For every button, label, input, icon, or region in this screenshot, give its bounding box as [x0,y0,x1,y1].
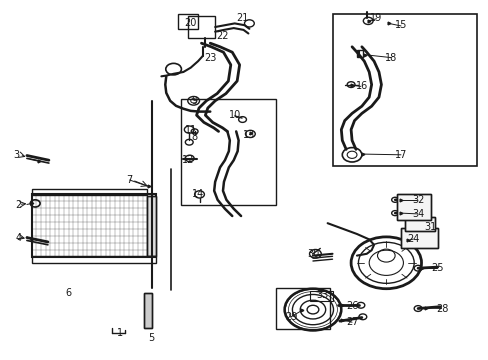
Text: 21: 21 [235,13,248,23]
Bar [404,217,434,231]
Bar [356,50,362,57]
Bar [32,189,146,195]
Bar [32,256,156,263]
Text: 24: 24 [406,234,419,244]
Bar [276,288,329,329]
Text: 5: 5 [148,333,154,343]
Text: 26: 26 [345,301,358,311]
Text: 23: 23 [203,53,216,63]
Bar [181,99,276,205]
Text: 1: 1 [117,328,122,338]
Text: 18: 18 [384,53,397,63]
Text: 17: 17 [394,150,407,160]
Text: 8: 8 [191,132,197,142]
Bar [396,194,430,220]
Bar [146,196,156,256]
Text: 28: 28 [435,303,448,314]
Text: 13: 13 [243,130,255,140]
Text: 32: 32 [411,195,424,205]
Bar [32,194,156,257]
Text: 16: 16 [355,81,367,91]
Text: 11: 11 [184,125,197,135]
Text: 7: 7 [126,175,132,185]
Text: 3: 3 [13,150,19,160]
Text: 30: 30 [306,249,319,259]
Text: 15: 15 [394,20,407,30]
Text: 9: 9 [191,96,197,106]
Text: 20: 20 [184,18,197,28]
Bar [146,196,156,256]
Text: 33: 33 [316,290,328,300]
Text: 25: 25 [430,263,443,273]
Text: 2: 2 [16,200,21,210]
Text: 12: 12 [182,155,194,165]
Text: 22: 22 [216,31,228,41]
Text: 4: 4 [16,233,21,243]
Bar [396,194,430,220]
Bar [144,293,152,328]
Bar [404,217,434,231]
Bar [178,14,198,29]
Text: 34: 34 [411,209,424,219]
Bar [400,228,437,248]
Text: 6: 6 [65,288,71,298]
Text: 10: 10 [228,110,241,120]
Text: 29: 29 [284,312,297,322]
Text: 31: 31 [423,222,436,232]
Bar [400,228,437,248]
Text: 19: 19 [369,13,382,23]
Bar [188,16,215,38]
Text: 14: 14 [191,189,204,199]
Bar [309,291,332,301]
Text: 27: 27 [345,317,358,327]
Bar [144,293,152,328]
Bar [332,14,476,166]
